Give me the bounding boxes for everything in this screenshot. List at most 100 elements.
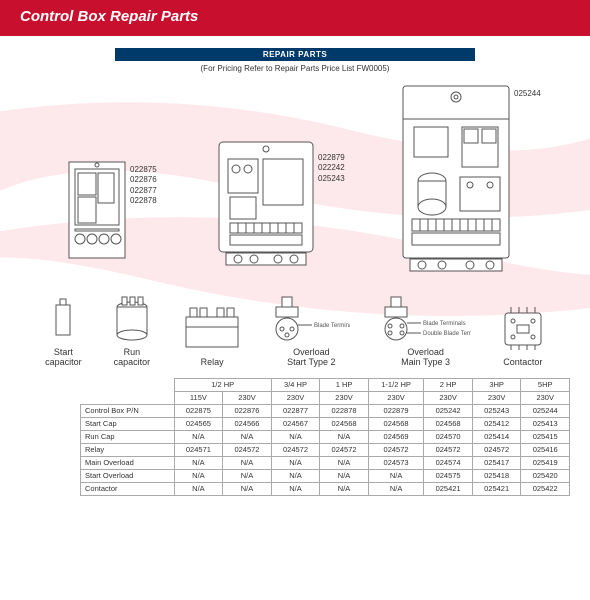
row-label: Run Cap bbox=[81, 430, 175, 443]
cell: 025416 bbox=[521, 443, 570, 456]
overload-type3-icon: Blade Terminals Double Blade Terminal bbox=[381, 295, 471, 341]
cell: N/A bbox=[174, 456, 223, 469]
cell: 022876 bbox=[223, 404, 272, 417]
cell: 024572 bbox=[271, 443, 320, 456]
cell: 022875 bbox=[174, 404, 223, 417]
cell: 024570 bbox=[424, 430, 473, 443]
cell: 024568 bbox=[368, 417, 423, 430]
svg-text:Blade Terminals: Blade Terminals bbox=[314, 323, 350, 329]
comp-relay: Relay bbox=[182, 305, 242, 367]
table-row: Run CapN/AN/AN/AN/A024569024570025414025… bbox=[81, 430, 570, 443]
comp-run-cap: Runcapacitor bbox=[112, 295, 152, 368]
relay-icon bbox=[182, 305, 242, 351]
cell: 025421 bbox=[472, 482, 521, 495]
control-box-diagrams: 022875 022876 022877 022878 bbox=[0, 81, 590, 291]
row-label: Start Overload bbox=[81, 469, 175, 482]
component-row: Startcapacitor Runcapacitor Relay bbox=[0, 295, 590, 368]
box2-pn-0: 022879 bbox=[318, 153, 345, 163]
control-box-small bbox=[68, 161, 126, 259]
cell: 022877 bbox=[271, 404, 320, 417]
cell: N/A bbox=[174, 482, 223, 495]
cell: N/A bbox=[320, 430, 369, 443]
cell: N/A bbox=[368, 482, 423, 495]
cell: N/A bbox=[174, 430, 223, 443]
contactor-icon bbox=[501, 305, 545, 351]
cell: 024575 bbox=[424, 469, 473, 482]
cell: N/A bbox=[320, 482, 369, 495]
row-label: Main Overload bbox=[81, 456, 175, 469]
page-title-bar: Control Box Repair Parts bbox=[0, 0, 590, 36]
cell: 024574 bbox=[424, 456, 473, 469]
start-capacitor-icon bbox=[50, 295, 76, 341]
pricing-note: (For Pricing Refer to Repair Parts Price… bbox=[0, 64, 590, 73]
box1-pn-3: 022878 bbox=[130, 196, 157, 206]
table-row: Relay02457102457202457202457202457202457… bbox=[81, 443, 570, 456]
table-row: ContactorN/AN/AN/AN/AN/A0254210254210254… bbox=[81, 482, 570, 495]
table-row: Main OverloadN/AN/AN/AN/A024573024574025… bbox=[81, 456, 570, 469]
cell: 025422 bbox=[521, 482, 570, 495]
cell: 024565 bbox=[174, 417, 223, 430]
cell: 022878 bbox=[320, 404, 369, 417]
cell: 024572 bbox=[368, 443, 423, 456]
cell: N/A bbox=[271, 469, 320, 482]
cell: 024568 bbox=[424, 417, 473, 430]
overload-type2-icon: Blade Terminals bbox=[272, 295, 350, 341]
run-cap-label: Runcapacitor bbox=[112, 347, 152, 368]
cell: 022879 bbox=[368, 404, 423, 417]
relay-label: Relay bbox=[182, 357, 242, 367]
cell: 024566 bbox=[223, 417, 272, 430]
table-row: Start Cap0245650245660245670245680245680… bbox=[81, 417, 570, 430]
comp-overload-3: Blade Terminals Double Blade Terminal Ov… bbox=[381, 295, 471, 368]
comp-contactor: Contactor bbox=[501, 305, 545, 367]
hp-row: 1/2 HP 3/4 HP 1 HP 1-1/2 HP 2 HP 3HP 5HP bbox=[81, 378, 570, 391]
table-row: Start OverloadN/AN/AN/AN/AN/A02457502541… bbox=[81, 469, 570, 482]
parts-table-body: Control Box P/N0228750228760228770228780… bbox=[81, 404, 570, 495]
parts-table-wrap: 1/2 HP 3/4 HP 1 HP 1-1/2 HP 2 HP 3HP 5HP… bbox=[80, 378, 570, 496]
box3-pn-0: 025244 bbox=[514, 89, 541, 99]
cell: 025420 bbox=[521, 469, 570, 482]
start-cap-label: Startcapacitor bbox=[45, 347, 82, 368]
box2-pn-1: 022242 bbox=[318, 163, 345, 173]
cell: 024572 bbox=[223, 443, 272, 456]
svg-text:Blade Terminals: Blade Terminals bbox=[423, 321, 466, 327]
cell: N/A bbox=[223, 482, 272, 495]
cell: N/A bbox=[368, 469, 423, 482]
cell: N/A bbox=[223, 469, 272, 482]
cell: 025419 bbox=[521, 456, 570, 469]
cell: 025244 bbox=[521, 404, 570, 417]
cell: N/A bbox=[320, 456, 369, 469]
cell: 025412 bbox=[472, 417, 521, 430]
volt-row: 115V 230V 230V 230V 230V 230V 230V 230V bbox=[81, 391, 570, 404]
comp-overload-2: Blade Terminals OverloadStart Type 2 bbox=[272, 295, 350, 368]
cell: 024572 bbox=[424, 443, 473, 456]
box2-labels: 022879 022242 025243 bbox=[318, 153, 345, 184]
cell: 024573 bbox=[368, 456, 423, 469]
run-capacitor-icon bbox=[112, 295, 152, 341]
svg-text:Double Blade Terminal: Double Blade Terminal bbox=[423, 331, 471, 337]
cell: 024568 bbox=[320, 417, 369, 430]
cell: N/A bbox=[271, 456, 320, 469]
cell: 025413 bbox=[521, 417, 570, 430]
overload3-label: OverloadMain Type 3 bbox=[381, 347, 471, 368]
cell: 024572 bbox=[320, 443, 369, 456]
row-label: Contactor bbox=[81, 482, 175, 495]
box1-pn-1: 022876 bbox=[130, 175, 157, 185]
parts-table: 1/2 HP 3/4 HP 1 HP 1-1/2 HP 2 HP 3HP 5HP… bbox=[80, 378, 570, 496]
row-label: Relay bbox=[81, 443, 175, 456]
cell: 024572 bbox=[472, 443, 521, 456]
box2-pn-2: 025243 bbox=[318, 174, 345, 184]
repair-parts-bar: REPAIR PARTS bbox=[115, 48, 475, 61]
page-title: Control Box Repair Parts bbox=[20, 8, 198, 25]
cell: N/A bbox=[271, 482, 320, 495]
box1-pn-0: 022875 bbox=[130, 165, 157, 175]
row-label: Start Cap bbox=[81, 417, 175, 430]
table-row: Control Box P/N0228750228760228770228780… bbox=[81, 404, 570, 417]
subheader: REPAIR PARTS (For Pricing Refer to Repai… bbox=[0, 48, 590, 73]
cell: 024567 bbox=[271, 417, 320, 430]
cell: N/A bbox=[223, 430, 272, 443]
box1-pn-2: 022877 bbox=[130, 186, 157, 196]
control-box-large bbox=[402, 85, 510, 273]
cell: 025243 bbox=[472, 404, 521, 417]
cell: 025414 bbox=[472, 430, 521, 443]
cell: 025418 bbox=[472, 469, 521, 482]
